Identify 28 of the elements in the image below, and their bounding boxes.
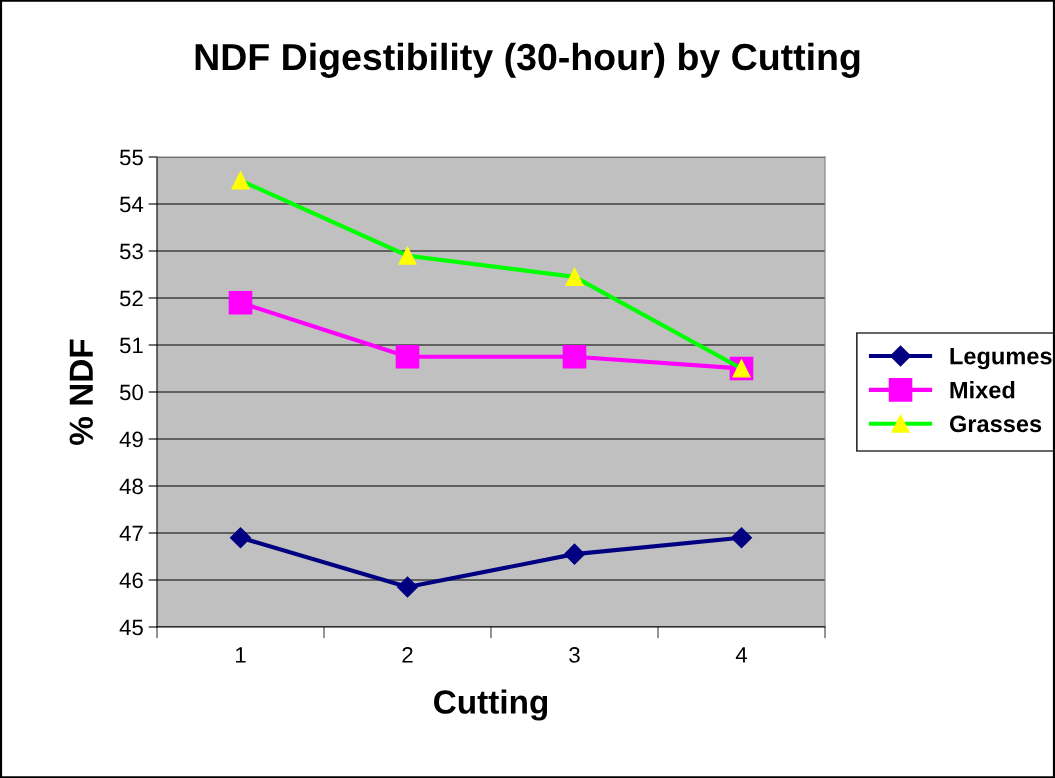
point	[563, 543, 586, 565]
x-tick-label: 2	[402, 647, 413, 663]
point	[396, 576, 419, 598]
point	[730, 527, 753, 549]
y-tick-label: 45	[119, 619, 143, 636]
x-tick-label: 1	[236, 647, 246, 663]
y-tick-label: 55	[119, 149, 143, 166]
y-tick-label: 54	[119, 196, 144, 213]
y-tick-label: 49	[119, 431, 143, 448]
point	[395, 344, 420, 369]
y-tick-label: 46	[119, 572, 143, 589]
point	[229, 527, 252, 549]
legend-label: Legumes	[950, 347, 1052, 370]
x-axis-title: Cutting	[434, 689, 548, 721]
point	[228, 290, 253, 315]
legend-label: Grasses	[949, 415, 1042, 433]
y-axis-title: % NDF	[69, 339, 93, 445]
y-tick-label: 51	[119, 337, 143, 354]
y-tick-label: 47	[119, 525, 143, 542]
y-tick-label: 50	[119, 384, 143, 401]
chart-title: NDF Digestibility (30-hour) by Cutting	[195, 42, 860, 78]
y-tick-label: 48	[119, 478, 143, 495]
y-tick-label: 53	[119, 243, 143, 260]
x-tick-label: 3	[569, 647, 580, 663]
legend-label: Mixed	[950, 381, 1015, 399]
x-tick-label: 4	[735, 647, 748, 663]
y-tick-label: 52	[119, 290, 143, 307]
point	[562, 344, 587, 369]
